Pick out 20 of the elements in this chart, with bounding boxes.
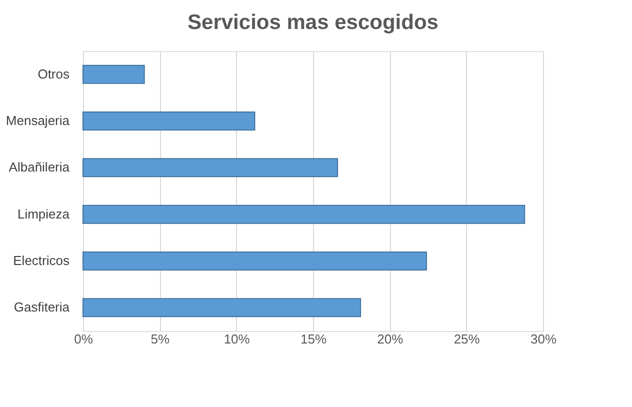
x-tick-label: 0% — [74, 332, 94, 346]
bar — [82, 204, 526, 224]
bar — [82, 252, 427, 270]
y-tick-label: Albañileria — [8, 160, 70, 175]
chart-title: Servicios mas escogidos — [188, 11, 438, 34]
y-tick-label: Mensajeria — [6, 113, 70, 128]
x-tick-label: 5% — [150, 332, 170, 346]
bar — [82, 112, 256, 130]
bar — [82, 64, 145, 84]
y-tick-label: Electricos — [13, 253, 70, 268]
bar — [82, 158, 338, 178]
x-tick-label: 15% — [300, 332, 327, 346]
x-tick-label: 20% — [377, 332, 404, 346]
bar — [82, 298, 362, 318]
x-tick-label: 30% — [530, 332, 557, 346]
x-tick-label: 25% — [454, 332, 480, 346]
y-tick-label: Otros — [38, 66, 70, 82]
y-tick-label: Limpieza — [17, 206, 70, 222]
y-tick-label: Gasfiteria — [14, 300, 70, 315]
x-tick-label: 10% — [224, 332, 250, 346]
